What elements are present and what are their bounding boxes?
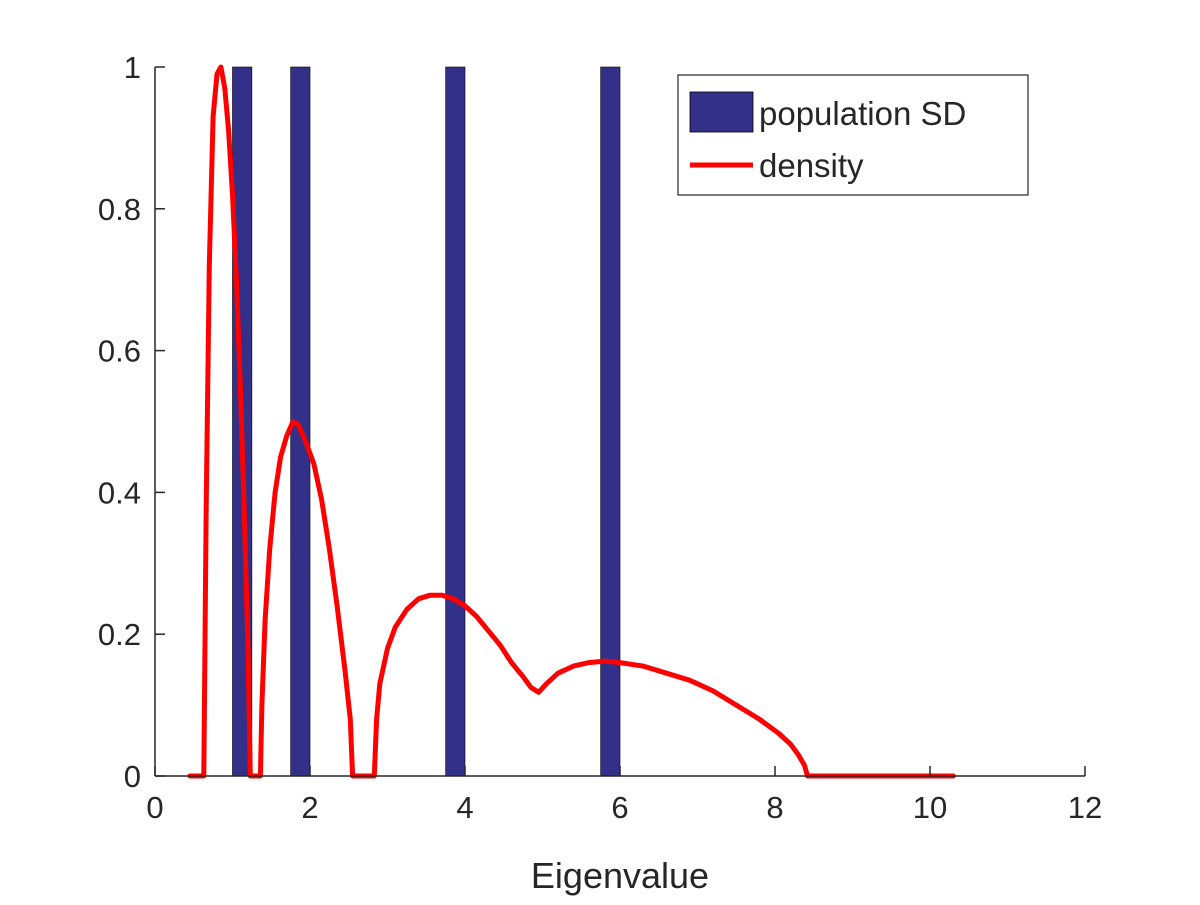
x-tick-label: 8 [766,790,783,825]
x-tick-label: 4 [456,790,473,825]
legend-swatch-population-sd [689,91,754,133]
bar-population-sd [600,66,621,777]
legend-label-density: density [759,147,864,184]
density-line [187,64,956,779]
x-tick-label: 0 [146,790,163,825]
ticks-layer: 0 2 4 6 8 10 12 0 0.2 0.4 0.6 0.8 1 [98,50,1102,825]
x-tick-label: 12 [1068,790,1102,825]
x-axis-title: Eigenvalue [531,855,709,896]
legend: population SD density [677,74,1029,196]
x-tick-label: 10 [913,790,947,825]
y-tick-label: 0.6 [98,334,141,369]
y-tick-label: 0 [124,759,141,794]
x-tick-label: 2 [301,790,318,825]
bar-population-sd [445,66,466,777]
x-tick-label: 6 [611,790,628,825]
y-tick-label: 0.2 [98,617,141,652]
y-tick-label: 1 [124,50,141,85]
legend-label-population-sd: population SD [759,95,966,132]
y-tick-label: 0.8 [98,192,141,227]
y-tick-label: 0.4 [98,475,141,510]
